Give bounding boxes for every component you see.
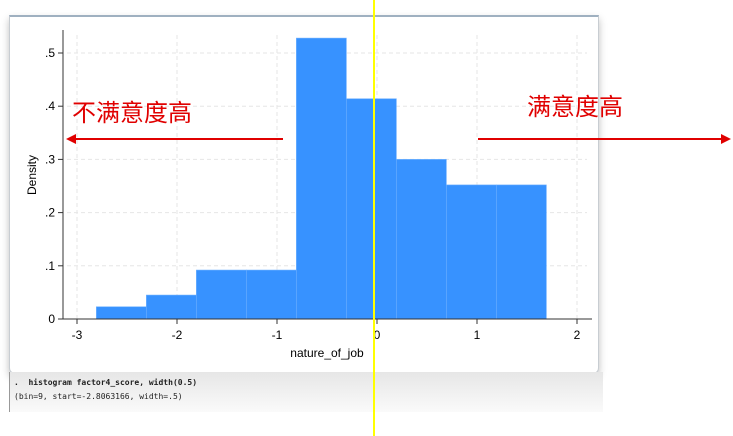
console-command: . histogram factor4_score, width(0.5) [14,378,198,387]
console-output: . histogram factor4_score, width(0.5) (b… [9,372,603,412]
x-tick-label: 0 [374,328,381,342]
console-result: (bin=9, start=-2.8063166, width=.5) [14,392,183,401]
y-tick-label: .4 [45,99,55,113]
right-arrow [478,134,731,144]
histogram-bar [196,269,247,320]
x-tick-label: 1 [474,328,481,342]
histogram-bar [346,98,397,320]
left-arrow [66,134,283,144]
histogram-bar [296,37,347,320]
x-tick-label: 2 [574,328,581,342]
y-tick-label: 0 [48,312,55,326]
x-axis-label: nature_of_job [290,346,364,360]
histogram-bar [146,294,197,320]
right-annotation-text: 满意度高 [527,94,623,121]
histogram-bar [96,306,147,320]
y-tick-label: .1 [45,259,55,273]
x-tick-label: -1 [272,328,283,342]
histogram-bar [396,159,447,320]
histogram-bar [446,184,497,320]
left-annotation-text: 不满意度高 [72,100,192,127]
y-tick-label: .2 [45,206,55,220]
histogram-bar [496,184,547,320]
histogram-bar [246,269,297,320]
y-tick-label: .3 [45,152,55,166]
x-tick-label: -3 [72,328,83,342]
x-tick-label: -2 [172,328,183,342]
y-axis-label: Density [25,155,39,195]
y-tick-label: .5 [45,46,55,60]
